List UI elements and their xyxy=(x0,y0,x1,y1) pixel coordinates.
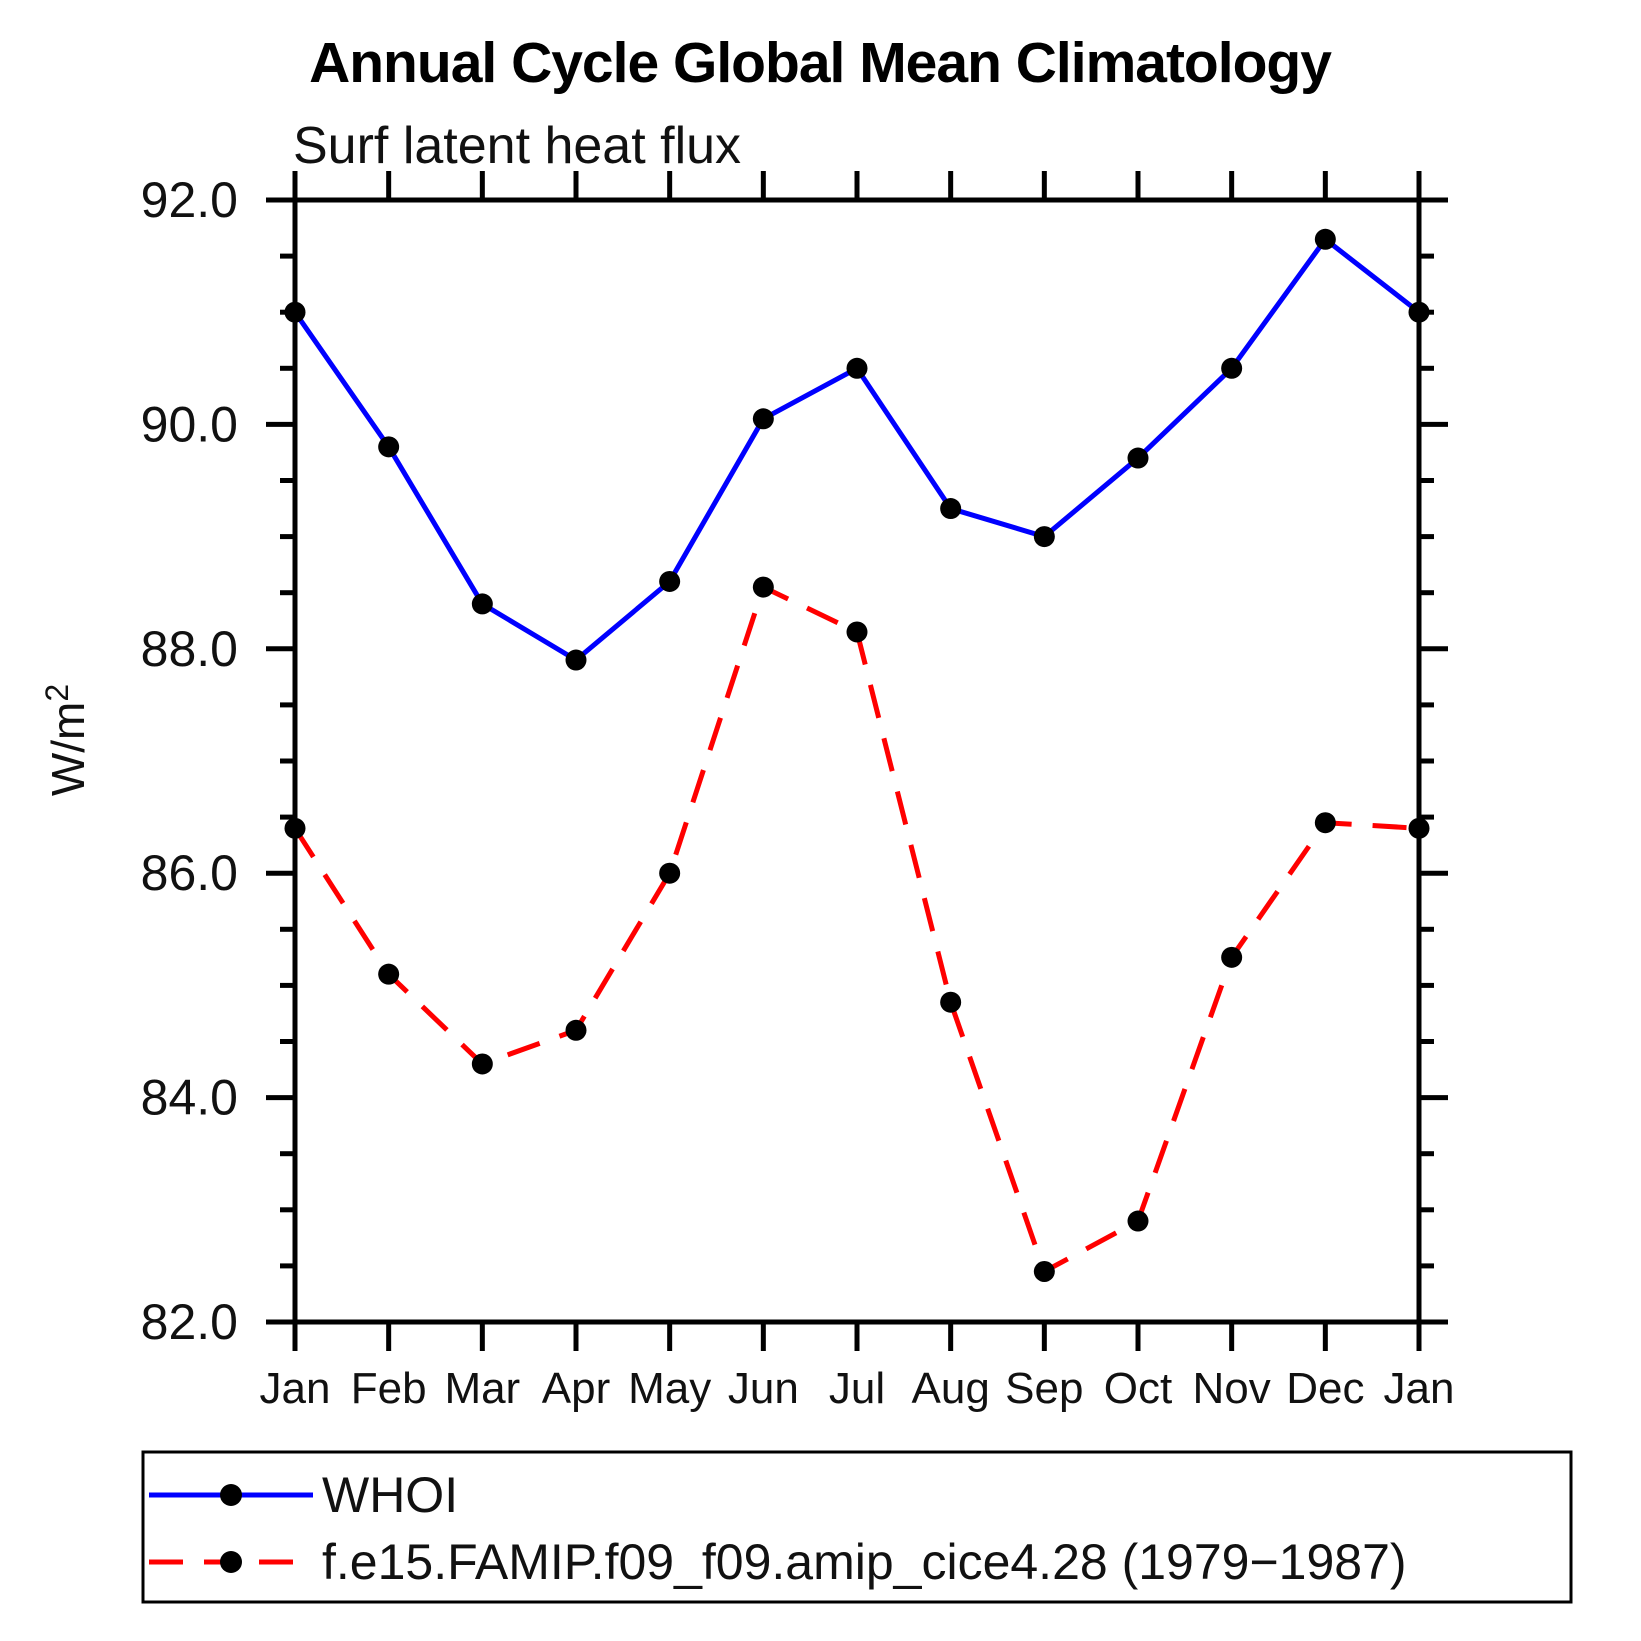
y-tick-labels: 82.0 84.0 86.0 88.0 90.0 92.0 xyxy=(141,172,238,1350)
data-point xyxy=(1033,526,1055,548)
y-tick-label: 86.0 xyxy=(141,845,238,901)
x-tick-label: Nov xyxy=(1193,1364,1271,1413)
series-line-whoi xyxy=(292,236,1421,663)
data-point xyxy=(846,357,868,379)
x-tick-labels: Jan Feb Mar Apr May Jun Jul Aug Sep Oct Nov Dec Jan xyxy=(260,1364,1455,1413)
data-point xyxy=(471,593,493,615)
y-tick-label: 88.0 xyxy=(141,621,238,677)
data-series xyxy=(284,228,1430,1283)
x-tick-label: Mar xyxy=(444,1364,520,1413)
x-tick-label: Oct xyxy=(1104,1364,1172,1413)
chart-title: Annual Cycle Global Mean Climatology xyxy=(309,31,1332,95)
data-point xyxy=(1127,447,1149,469)
legend-label-whoi: WHOI xyxy=(322,1467,458,1523)
y-tick-label: 90.0 xyxy=(141,396,238,452)
y-tick-label: 92.0 xyxy=(141,172,238,228)
legend-box xyxy=(141,1450,1573,1604)
x-tick-label: May xyxy=(628,1364,711,1413)
data-point xyxy=(752,576,774,598)
legend-sample-marker-icon xyxy=(220,1484,242,1506)
y-tick-label: 82.0 xyxy=(141,1294,238,1350)
series-line-model xyxy=(292,584,1420,1275)
y-tick-label: 84.0 xyxy=(141,1070,238,1126)
data-point xyxy=(565,1019,587,1041)
data-point xyxy=(1314,228,1336,250)
data-point xyxy=(565,649,587,671)
data-point xyxy=(940,991,962,1013)
legend-item-model: f.e15.FAMIP.f09_f09.amip_cice4.28 (1979−… xyxy=(149,1534,1407,1590)
data-point xyxy=(940,498,962,520)
legend-item-whoi: WHOI xyxy=(149,1467,458,1523)
x-tick-label: Feb xyxy=(351,1364,427,1413)
data-point xyxy=(378,963,400,985)
data-point xyxy=(471,1053,493,1075)
data-point xyxy=(1408,301,1430,323)
x-tick-label: Sep xyxy=(1005,1364,1083,1413)
x-tick-label: Jul xyxy=(829,1364,885,1413)
data-point xyxy=(659,570,681,592)
data-point xyxy=(1221,357,1243,379)
y-axis-label: W/m2 xyxy=(39,684,94,796)
data-point xyxy=(752,408,774,430)
data-point xyxy=(284,817,306,839)
data-point xyxy=(1127,1210,1149,1232)
legend-label-model: f.e15.FAMIP.f09_f09.amip_cice4.28 (1979−… xyxy=(322,1534,1407,1590)
data-point xyxy=(1221,946,1243,968)
legend: WHOI f.e15.FAMIP.f09_f09.amip_cice4.28 (… xyxy=(141,1450,1573,1604)
data-point xyxy=(1314,812,1336,834)
data-point xyxy=(284,301,306,323)
y-axis-label-exponent: 2 xyxy=(39,684,75,702)
x-tick-label: Aug xyxy=(912,1364,990,1413)
chart-subtitle: Surf latent heat flux xyxy=(293,117,741,175)
plot-axes xyxy=(266,171,1448,1351)
x-tick-label: Apr xyxy=(542,1364,610,1413)
legend-sample-marker-icon xyxy=(220,1551,242,1573)
data-point xyxy=(846,621,868,643)
y-axis-label-base: W/m xyxy=(42,702,94,797)
data-point xyxy=(659,862,681,884)
data-point xyxy=(1033,1261,1055,1283)
data-point xyxy=(1408,817,1430,839)
x-tick-label: Jan xyxy=(1384,1364,1455,1413)
data-point xyxy=(378,436,400,458)
x-tick-label: Jan xyxy=(260,1364,331,1413)
x-tick-label: Dec xyxy=(1286,1364,1364,1413)
x-tick-label: Jun xyxy=(728,1364,799,1413)
